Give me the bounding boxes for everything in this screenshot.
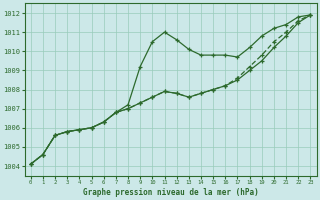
X-axis label: Graphe pression niveau de la mer (hPa): Graphe pression niveau de la mer (hPa) (83, 188, 259, 197)
